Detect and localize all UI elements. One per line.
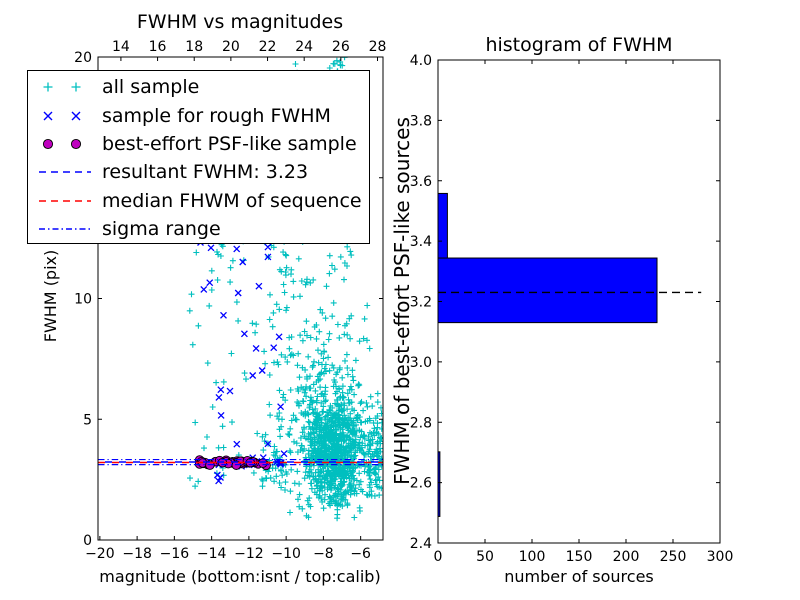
tick-label: −18 [122,546,152,562]
legend-item: resultant FWHM: 3.23 [36,158,369,186]
histogram-bar [438,451,441,517]
legend-item: best-effort PSF-like sample [36,130,369,158]
tick-label: 100 [519,549,546,565]
tick-label: −16 [160,546,190,562]
dash-dot-line-icon [36,219,94,239]
left-plot-xlabel: magnitude (bottom:isnt / top:calib) [99,567,381,586]
tick-label: −20 [85,546,115,562]
tick-label: 28 [369,39,387,55]
right-plot-xlabel: number of sources [504,567,654,586]
tick-label: 24 [295,39,313,55]
dashed-line-icon [36,191,94,211]
tick-label: 2.8 [410,415,432,431]
legend-item: median FHWM of sequence [36,187,369,215]
tick-label: 3.4 [410,234,432,250]
tick-label: 20 [222,39,240,55]
tick-label: 0 [434,549,443,565]
tick-label: 0 [83,533,92,549]
x-marker-icon [36,106,94,126]
legend-item-label: best-effort PSF-like sample [102,132,357,155]
dashed-line-icon [36,162,94,182]
tick-label: 2.6 [410,476,432,492]
histogram-bar [438,192,448,259]
legend-item-label: sigma range [102,218,221,241]
legend-item-label: sample for rough FWHM [102,104,331,127]
tick-label: 20 [74,50,92,66]
tick-label: 22 [259,39,277,55]
tick-label: 250 [660,549,687,565]
tick-label: 14 [112,39,130,55]
left-plot-title: FWHM vs magnitudes [136,11,344,33]
tick-label: 200 [613,549,640,565]
right-plot-ylabel: FWHM of best-effort PSF-like sources [390,117,414,485]
scatter-plot: −20 −18 −16 −14 −12 −10 −8 −6 14 16 18 20 22 24 26 28 0 5… [74,39,386,562]
tick-label: −8 [313,546,334,562]
legend: all sample sample for rough FWHM best-ef… [27,70,370,244]
tick-label: 150 [566,549,593,565]
histogram-plot: 0 50 100 150 200 250 300 2.4 2.6 2.8 3.0 3.2 3.4 3.6 3… [410,53,734,565]
legend-item-label: median FHWM of sequence [102,189,362,212]
legend-item: sample for rough FWHM [36,101,369,129]
tick-label: −6 [350,546,371,562]
tick-label: 26 [332,39,350,55]
plus-marker-icon [36,77,94,97]
tick-label: 3.6 [410,174,432,190]
tick-label: 3.0 [410,355,432,371]
tick-label: 3.8 [410,113,432,129]
tick-label: 4.0 [410,53,432,69]
tick-label: 50 [476,549,494,565]
legend-item-label: all sample [102,76,200,99]
tick-label: 3.2 [410,295,432,311]
legend-item: sigma range [36,215,369,243]
tick-label: 2.4 [410,536,432,552]
tick-label: 16 [149,39,167,55]
right-plot-title: histogram of FWHM [485,34,673,56]
circle-marker-icon [36,134,94,154]
tick-label: 18 [185,39,203,55]
histogram-bar [438,257,658,324]
legend-item-label: resultant FWHM: 3.23 [102,161,309,184]
tick-label: 300 [707,549,734,565]
tick-label: −14 [197,546,227,562]
tick-label: 10 [74,292,92,308]
legend-item: all sample [36,73,369,101]
tick-label: 5 [83,412,92,428]
tick-label: −12 [234,546,264,562]
tick-label: −10 [271,546,301,562]
